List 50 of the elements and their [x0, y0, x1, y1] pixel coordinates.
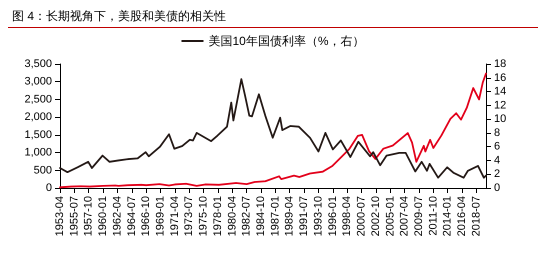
x-tick-label: 1975-10	[198, 196, 210, 236]
y2-tick-label: 6	[494, 140, 500, 153]
y-tick-label: 2,000	[24, 111, 52, 124]
x-tick-label: 2018-07	[470, 196, 482, 236]
x-tick-label: 1998-04	[341, 196, 354, 236]
y2-tick-label: 10	[494, 113, 506, 126]
x-tick-label: 1969-01	[154, 196, 167, 236]
x-tick-label: 1966-10	[140, 196, 152, 236]
legend-label: 美国10年国债利率（%，右）	[208, 34, 365, 48]
y2-tick-label: 18	[494, 58, 506, 70]
y2-tick-label: 8	[494, 126, 500, 139]
y-tick-label: 0	[46, 182, 52, 194]
y2-tick-label: 2	[494, 168, 500, 180]
x-tick-label: 1984-10	[255, 196, 268, 236]
chart-title: 图 4：长期视角下，美股和美债的相关性	[8, 8, 538, 28]
x-tick-label: 1993-10	[312, 196, 324, 236]
x-tick-label: 2007-04	[398, 196, 411, 236]
x-tick-label: 1962-04	[111, 196, 124, 236]
x-tick-label: 2014-01	[442, 196, 454, 236]
x-tick-label: 1960-01	[97, 196, 110, 236]
y-tick-label: 3,500	[24, 58, 52, 70]
x-tick-label: 1973-07	[183, 196, 196, 236]
x-tick-label: 1991-07	[298, 196, 310, 236]
x-tick-label: 2011-10	[427, 196, 440, 236]
x-tick-label: 1964-07	[126, 196, 138, 236]
x-tick-label: 1989-04	[284, 196, 296, 236]
y2-tick-label: 14	[494, 86, 506, 98]
y2-tick-label: 12	[494, 99, 506, 112]
x-tick-label: 1978-01	[212, 196, 224, 236]
x-tick-label: 2000-07	[356, 196, 368, 236]
x-tick-label: 2009-07	[412, 196, 425, 236]
y-tick-label: 1,000	[24, 146, 52, 159]
y2-tick-label: 16	[494, 72, 506, 84]
y2-tick-label: 0	[494, 182, 500, 194]
y-tick-label: 3,000	[24, 76, 52, 88]
x-tick-label: 2002-10	[370, 196, 382, 236]
y-tick-label: 2,500	[24, 93, 52, 106]
x-tick-label: 1971-04	[168, 196, 181, 236]
y-tick-label: 1,500	[24, 128, 52, 141]
x-tick-label: 1982-07	[240, 196, 253, 236]
x-tick-label: 2005-01	[384, 196, 396, 236]
y2-tick-label: 4	[494, 154, 500, 166]
y-tick-label: 500	[34, 164, 52, 176]
x-tick-label: 1980-04	[226, 196, 238, 236]
x-tick-label: 1955-07	[68, 196, 80, 236]
x-tick-label: 1987-01	[269, 196, 282, 236]
x-tick-label: 1957-10	[82, 196, 95, 236]
x-tick-label: 1953-04	[54, 196, 66, 236]
x-tick-label: 1996-01	[326, 196, 339, 236]
x-tick-label: 2016-04	[456, 196, 468, 236]
